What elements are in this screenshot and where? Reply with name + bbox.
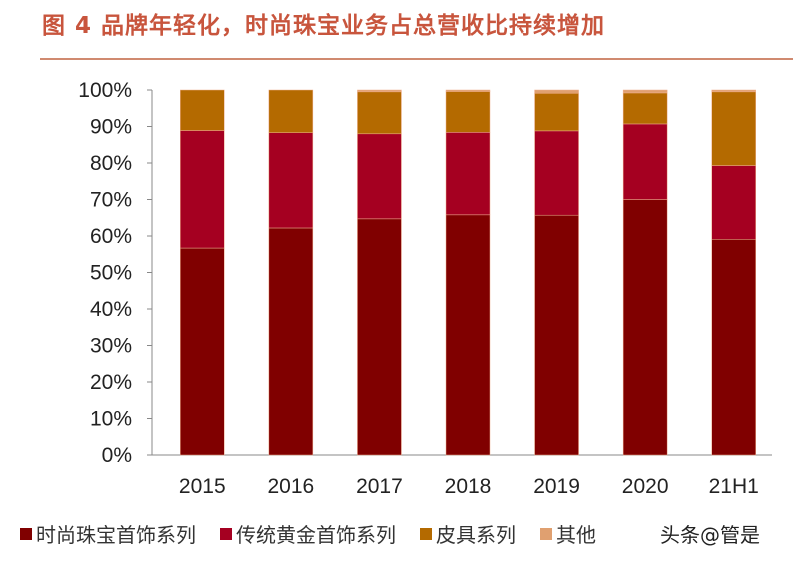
y-tick-label: 100% [78,79,132,102]
y-tick-label: 70% [90,189,132,212]
bar-segment-2017-3 [357,89,402,93]
legend-label: 时尚珠宝首饰系列 [36,523,196,547]
watermark: 头条@管是 [660,523,760,547]
bar-segment-2016-2 [268,89,314,133]
y-tick-label: 80% [90,152,132,175]
bar-segment-2015-0 [180,247,225,456]
bar-segment-2018-0 [445,214,491,456]
legend-swatch [540,528,552,540]
x-tick-label: 2017 [356,475,403,498]
y-tick-label: 10% [90,408,132,431]
title-divider [40,58,793,60]
x-tick-label: 2018 [445,475,492,498]
bar-segment-2018-3 [445,89,491,92]
legend-label: 其他 [556,523,596,547]
bar-segment-2020-1 [622,123,668,200]
bar-segment-21H1-2 [711,91,756,166]
x-tick-label: 2019 [533,475,580,498]
x-tick-label: 2015 [179,475,226,498]
bar-segment-2018-2 [445,91,491,133]
bar-segment-2019-0 [534,214,579,456]
bar-segment-2019-2 [534,93,579,132]
legend-swatch [20,528,32,540]
bar-segment-2020-0 [622,199,668,456]
y-tick-label: 60% [90,225,132,248]
bar-segment-2018-1 [445,132,491,216]
legend-label: 皮具系列 [436,523,516,547]
bar-segment-2017-2 [357,91,402,135]
bar-segment-2015-1 [180,130,225,249]
y-tick-label: 40% [90,298,132,321]
y-tick-label: 20% [90,371,132,394]
bar-segment-21H1-1 [711,165,756,240]
y-tick-label: 0% [102,444,132,467]
y-tick-label: 30% [90,335,132,358]
bar-segment-2017-1 [357,133,402,220]
bar-segment-2020-3 [622,89,668,94]
x-tick-label: 2016 [267,475,314,498]
bar-segment-2019-1 [534,130,579,216]
bar-segment-21H1-0 [711,239,756,456]
x-tick-label: 21H1 [709,475,759,498]
bar-segment-2020-2 [622,92,668,125]
legend-label: 传统黄金首饰系列 [236,523,396,547]
bar-segment-2016-1 [268,132,314,229]
bar-segment-2015-2 [180,89,225,131]
chart-title: 图 4 品牌年轻化，时尚珠宝业务占总营收比持续增加 [42,13,606,39]
bar-segment-2016-0 [268,227,314,456]
legend-swatch [420,528,432,540]
legend-swatch [220,528,232,540]
y-tick-label: 90% [90,116,132,139]
bar-segment-21H1-3 [711,89,756,93]
x-tick-label: 2020 [622,475,669,498]
bar-segment-2017-0 [357,218,402,456]
y-tick-label: 50% [90,262,132,285]
bar-segment-2019-3 [534,89,579,94]
